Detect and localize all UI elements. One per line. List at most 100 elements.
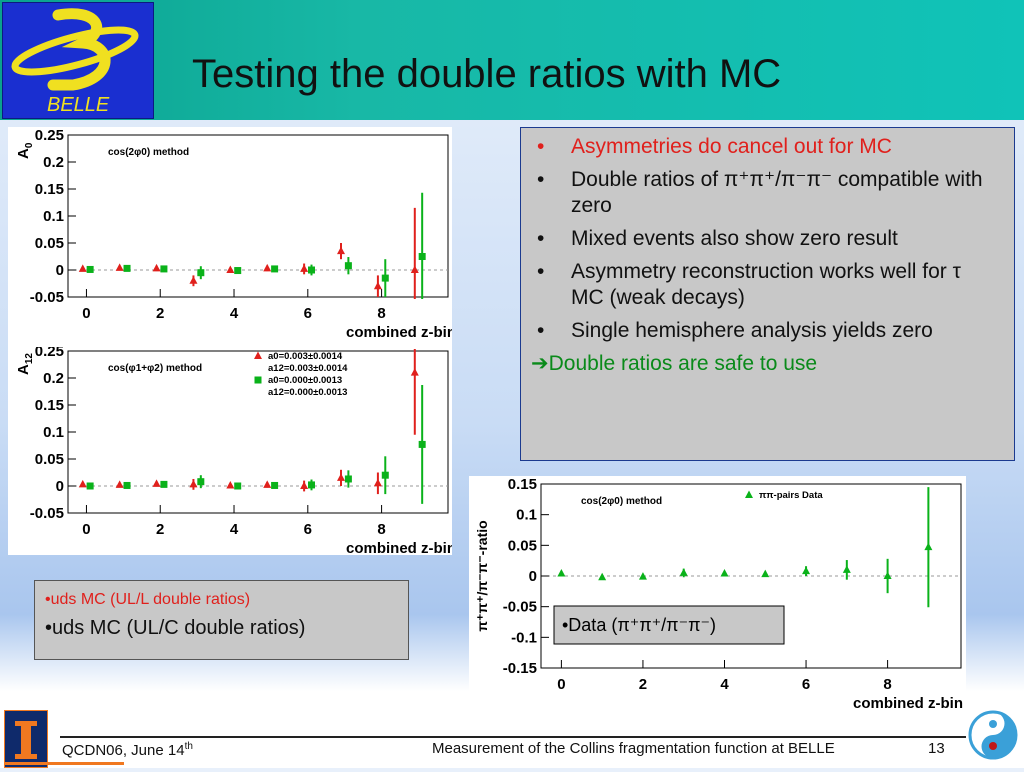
data-point [418, 440, 426, 448]
y-tick-label: 0 [56, 262, 64, 279]
x-axis-label: combined z-bin [853, 695, 963, 712]
legend-line-ul-c: •uds MC (UL/C double ratios) [45, 617, 306, 639]
legend-entry: a0=0.003±0.0014 [268, 351, 343, 362]
footer-date-sup: th [184, 741, 193, 752]
data-point [263, 480, 272, 488]
data-point [300, 264, 309, 272]
x-tick-label: 2 [156, 305, 164, 322]
data-point [373, 281, 382, 290]
data-point [802, 566, 811, 575]
mc-legend-box: •uds MC (UL/L double ratios) •uds MC (UL… [34, 580, 409, 660]
data-inset-box [553, 605, 785, 645]
bullet-text: Double ratios of π⁺π⁺/π⁻π⁻ compatible wi… [571, 168, 983, 217]
y-axis-label: A0 [15, 142, 35, 159]
bullet-icon: • [537, 227, 545, 250]
data-point [271, 481, 279, 489]
x-tick-label: 8 [377, 521, 385, 538]
y-tick-label: 0.25 [35, 127, 64, 144]
data-point [418, 253, 426, 260]
data-point [234, 267, 242, 275]
y-tick-label: 0.2 [43, 154, 64, 171]
y-tick-label: -0.05 [503, 599, 537, 616]
data-point [86, 265, 94, 273]
data-point [344, 262, 352, 270]
data-point [381, 274, 389, 282]
x-axis-label: combined z-bin [346, 540, 452, 555]
y-axis-label-sub: 0 [24, 142, 35, 148]
y-tick-label: 0.1 [43, 424, 64, 441]
x-tick-label: 8 [377, 305, 385, 322]
y-axis-label: π⁺π⁺/π⁻π⁻-ratio [474, 520, 490, 631]
bullet-text: Asymmetry reconstruction works well for … [571, 260, 961, 309]
data-point [226, 480, 235, 489]
data-point [234, 482, 242, 490]
plot-data-svg: -0.15 -0.1 -0.05 0 0.05 0.1 0.15 0 2 4 6 8 combined … [474, 476, 963, 712]
belle-logo: BELLE [2, 2, 154, 119]
data-point [197, 478, 205, 486]
data-point [160, 480, 168, 488]
data-point [638, 572, 647, 580]
bullet-icon: • [537, 135, 545, 158]
plot-a0: -0.05 0 0.05 0.1 0.15 0.2 0.25 0 2 4 6 8 combined z-… [8, 127, 452, 347]
slide-title: Testing the double ratios with MC [192, 52, 782, 96]
data-point [598, 572, 607, 581]
data-point [189, 479, 198, 488]
data-point [78, 264, 87, 272]
data-point [300, 481, 309, 489]
y-tick-label: 0.05 [508, 537, 537, 554]
x-tick-label: 6 [304, 305, 312, 322]
university-logo-bar [4, 762, 124, 765]
legend-entry: ππ-pairs Data [759, 490, 823, 501]
x-tick-label: 0 [557, 676, 565, 693]
y-axis-label-sub: 12 [24, 353, 35, 365]
y-tick-label: -0.05 [30, 289, 64, 306]
data-point [197, 269, 205, 277]
x-tick-label: 6 [304, 521, 312, 538]
header-bar [0, 0, 1024, 120]
data-point [883, 571, 892, 579]
method-annotation: cos(φ1+φ2) method [108, 363, 202, 374]
bullet-icon: • [537, 319, 545, 342]
data-point [78, 479, 87, 488]
data-point [337, 246, 346, 255]
data-point [924, 542, 933, 551]
y-tick-label: 0.15 [35, 181, 64, 198]
data-point [254, 351, 262, 359]
y-tick-label: 0 [56, 478, 64, 495]
bullet-item: • Single hemisphere analysis yields zero [531, 318, 998, 344]
data-point [373, 478, 382, 487]
data-point [679, 568, 688, 576]
bullet-icon: • [537, 168, 545, 191]
legend-line-ul-l: •uds MC (UL/L double ratios) [45, 591, 251, 608]
data-point [337, 473, 346, 481]
plot-a12-svg: -0.05 0 0.05 0.1 0.15 0.2 0.25 0 2 4 6 8 combined z-… [15, 347, 452, 555]
data-point [271, 265, 279, 273]
university-logo [4, 710, 48, 768]
bullet-text: Single hemisphere analysis yields zero [571, 319, 933, 342]
data-point [86, 482, 94, 490]
y-tick-label: 0.15 [35, 397, 64, 414]
data-point [381, 471, 389, 479]
data-point [344, 475, 352, 483]
y-axis-label-main: A [15, 148, 32, 159]
method-annotation: cos(2φ0) method [581, 496, 662, 507]
x-tick-label: 4 [230, 521, 239, 538]
data-point [189, 276, 198, 284]
data-point [123, 264, 131, 272]
plot-frame [67, 134, 449, 298]
bullet-item: • Mixed events also show zero result [531, 226, 998, 252]
data-point [115, 480, 124, 488]
data-point [410, 265, 419, 273]
x-tick-label: 4 [230, 305, 239, 322]
footer-divider [60, 736, 966, 738]
x-axis-label: combined z-bin [346, 324, 452, 341]
x-tick-label: 6 [802, 676, 810, 693]
bullet-item: • Asymmetries do cancel out for MC [531, 134, 998, 160]
bullet-list: • Asymmetries do cancel out for MC • Double… [531, 134, 998, 344]
y-tick-label: -0.15 [503, 660, 537, 677]
y-tick-label: 0.1 [43, 208, 64, 225]
data-point [720, 569, 729, 577]
data-point [557, 569, 566, 577]
x-tick-label: 2 [156, 521, 164, 538]
data-point [761, 569, 770, 578]
